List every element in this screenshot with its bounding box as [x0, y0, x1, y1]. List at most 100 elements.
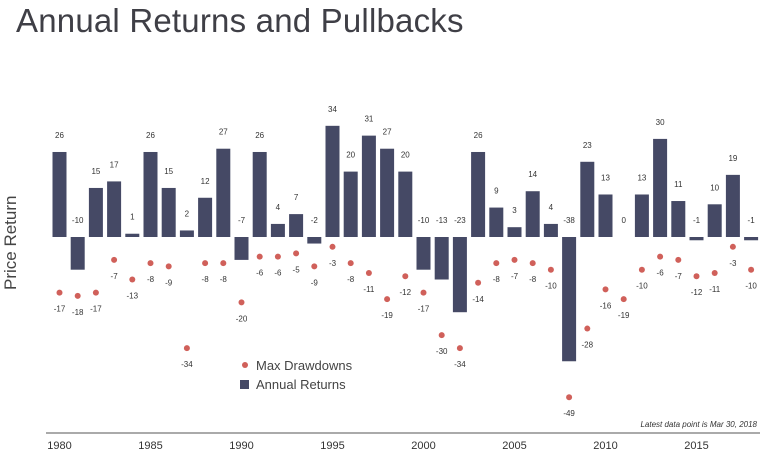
drawdown-label-1993: -5 [293, 265, 301, 274]
drawdown-label-1999: -12 [400, 288, 412, 297]
drawdown-dot-1985 [147, 260, 154, 267]
drawdown-label-1980: -17 [54, 305, 66, 314]
drawdown-label-1989: -8 [220, 275, 228, 284]
bar-2001 [434, 237, 449, 280]
bar-1981 [70, 237, 85, 270]
drawdown-label-1981: -18 [72, 308, 84, 317]
x-tick-2010: 2010 [593, 440, 617, 452]
drawdown-dot-1991 [256, 253, 263, 260]
drawdown-label-2010: -16 [600, 301, 612, 310]
drawdown-dot-2017 [729, 243, 736, 250]
bar-label-2010: 13 [601, 173, 610, 182]
bar-label-1994: -2 [311, 216, 319, 225]
drawdown-dot-1987 [183, 345, 190, 352]
bar-label-2006: 14 [528, 170, 537, 179]
drawdown-dot-1981 [74, 292, 81, 299]
bar-label-1986: 15 [164, 167, 173, 176]
bar-label-1995: 34 [328, 105, 337, 114]
bar-label-2011: 0 [621, 216, 626, 225]
bar-1999 [398, 171, 413, 237]
bar-2013 [653, 138, 668, 237]
data-note: Latest data point is Mar 30, 2018 [640, 420, 757, 429]
drawdown-label-2011: -19 [618, 311, 630, 320]
drawdown-label-1986: -9 [165, 278, 173, 287]
bar-label-2007: 4 [549, 203, 554, 212]
drawdown-dot-1994 [311, 263, 318, 270]
drawdown-label-2009: -28 [582, 341, 594, 350]
bar-1994 [307, 237, 322, 244]
bar-1984 [125, 233, 140, 237]
bar-2000 [416, 237, 431, 270]
drawdown-dot-2000 [420, 289, 427, 296]
bar-label-2017: 19 [728, 154, 737, 163]
x-tick-1980: 1980 [47, 440, 71, 452]
drawdown-dot-2016 [711, 269, 718, 276]
drawdown-dot-2001 [438, 332, 445, 339]
drawdown-label-1994: -9 [311, 278, 319, 287]
drawdown-dot-2008 [566, 394, 573, 401]
drawdown-label-2000: -17 [418, 305, 430, 314]
bar-2007 [543, 223, 558, 237]
bar-2008 [562, 237, 577, 362]
bar-label-1984: 1 [130, 213, 135, 222]
drawdown-dot-2004 [493, 260, 500, 267]
drawdown-dot-2012 [638, 266, 645, 273]
drawdown-dot-2005 [511, 256, 518, 263]
drawdown-dot-2007 [547, 266, 554, 273]
bar-label-2016: 10 [710, 183, 719, 192]
drawdown-label-2014: -7 [675, 272, 683, 281]
bar-2004 [489, 207, 504, 237]
legend-drawdowns-marker [242, 362, 248, 368]
drawdown-label-1988: -8 [202, 275, 210, 284]
bar-label-1981: -10 [72, 216, 84, 225]
bar-2012 [634, 194, 649, 237]
drawdown-label-2002: -34 [454, 360, 466, 369]
drawdown-label-2005: -7 [511, 272, 519, 281]
x-tick-2015: 2015 [684, 440, 708, 452]
bar-label-1989: 27 [219, 128, 228, 137]
chart-title: Annual Returns and Pullbacks [16, 2, 464, 39]
bar-label-1987: 2 [185, 209, 190, 218]
drawdown-label-2018: -10 [745, 282, 757, 291]
drawdown-label-2013: -6 [657, 269, 665, 278]
drawdown-dot-2014 [675, 256, 682, 263]
drawdown-dot-2002 [456, 345, 463, 352]
bar-label-1983: 17 [110, 160, 119, 169]
bar-label-1992: 4 [276, 203, 281, 212]
drawdown-dot-1984 [129, 276, 136, 283]
drawdown-label-2004: -8 [493, 275, 501, 284]
bar-label-2000: -10 [418, 216, 430, 225]
bar-1986 [161, 187, 176, 237]
bar-2014 [671, 201, 686, 237]
bar-label-1985: 26 [146, 131, 155, 140]
drawdown-dot-1986 [165, 263, 172, 270]
bar-label-2003: 26 [474, 131, 483, 140]
bar-1985 [143, 151, 158, 237]
drawdown-label-1995: -3 [329, 259, 337, 268]
bar-1983 [107, 181, 122, 237]
drawdown-dot-1983 [111, 256, 118, 263]
drawdown-label-2001: -30 [436, 347, 448, 356]
bar-label-2014: 11 [674, 180, 683, 189]
drawdown-dot-1999 [402, 273, 409, 280]
legend-returns-label: Annual Returns [256, 377, 346, 392]
drawdown-label-1991: -6 [256, 269, 264, 278]
drawdown-label-1992: -6 [274, 269, 282, 278]
bar-1982 [88, 187, 103, 237]
drawdown-label-1987: -34 [181, 360, 193, 369]
bar-label-1988: 12 [201, 177, 210, 186]
drawdown-label-2007: -10 [545, 282, 557, 291]
drawdown-label-1990: -20 [236, 314, 248, 323]
bar-2016 [707, 204, 722, 237]
bar-1990 [234, 237, 249, 260]
bar-2002 [452, 237, 467, 313]
drawdown-dot-2018 [748, 266, 755, 273]
bar-1991 [252, 151, 267, 237]
bar-1996 [343, 171, 358, 237]
bar-label-2015: -1 [693, 216, 701, 225]
legend-returns-marker [240, 380, 249, 389]
bar-label-2001: -13 [436, 216, 448, 225]
x-tick-1985: 1985 [138, 440, 162, 452]
bar-1989 [216, 148, 231, 237]
